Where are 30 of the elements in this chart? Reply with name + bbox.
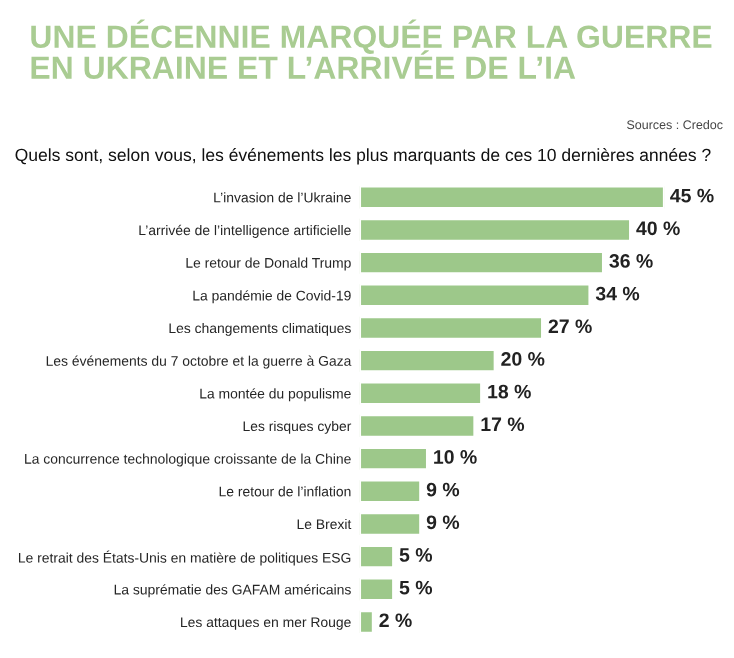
data-label: 27 % bbox=[548, 319, 592, 334]
data-label: 5 % bbox=[399, 580, 433, 595]
bar bbox=[359, 380, 483, 406]
bar bbox=[359, 315, 544, 341]
data-label: 9 % bbox=[426, 482, 460, 497]
bar bbox=[359, 348, 497, 374]
bar bbox=[359, 511, 422, 537]
bar bbox=[359, 609, 375, 635]
bar bbox=[359, 576, 395, 602]
bar bbox=[359, 282, 592, 308]
data-label: 18 % bbox=[488, 384, 531, 399]
data-label: 2 % bbox=[379, 613, 412, 628]
bar bbox=[359, 446, 429, 472]
data-label: 34 % bbox=[595, 286, 640, 301]
data-label: 9 % bbox=[426, 515, 460, 530]
data-label: 5 % bbox=[399, 548, 433, 562]
data-label: 10 % bbox=[434, 450, 477, 464]
data-label: 45 % bbox=[670, 188, 714, 203]
bar bbox=[359, 544, 395, 570]
data-label: 20 % bbox=[501, 352, 545, 366]
data-label: 40 % bbox=[636, 221, 680, 236]
bar bbox=[359, 478, 422, 504]
bar bbox=[359, 184, 665, 210]
data-label: 36 % bbox=[609, 254, 653, 268]
bar bbox=[359, 217, 632, 243]
bar bbox=[359, 250, 605, 276]
chart-subtitle: Quels sont, selon vous, les événements les plus marquants de ces 10 dernières années ? bbox=[15, 148, 711, 165]
chart-title: UNE DÉCENNIE MARQUÉE PAR LA GUERRE EN UKRAINE ET L’ARRIVÉE DE L’IA bbox=[31, 19, 712, 79]
bar bbox=[359, 413, 477, 439]
data-label: 17 % bbox=[481, 417, 525, 432]
